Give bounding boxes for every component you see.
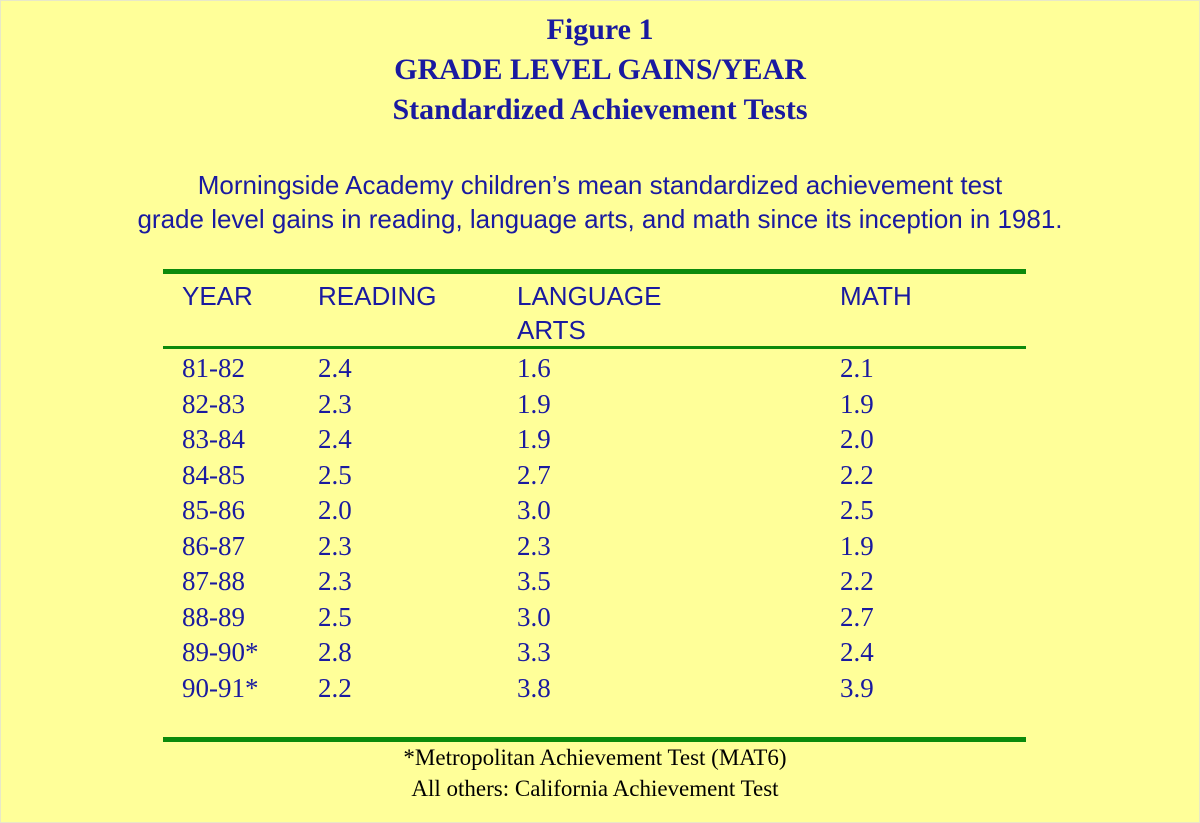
header-language-line-2: ARTS: [517, 315, 586, 345]
cell-reading: 2.3: [318, 566, 352, 596]
cell-year: 87-88: [182, 566, 245, 596]
figure-caption: Morningside Academy children’s mean stan…: [0, 168, 1200, 236]
figure-title: Figure 1: [546, 13, 654, 46]
cell-year: 82-83: [182, 388, 245, 419]
table-body: 81-82 2.4 1.6 2.1 82-83 2.3 1.9 1.9 83-84 2.4 1.9 2…: [0, 351, 1200, 706]
cell-language-arts: 3.5: [517, 566, 551, 596]
cell-language-arts: 1.9: [517, 424, 551, 454]
table-row: 90-91* 2.2 3.8 3.9: [0, 671, 1200, 707]
cell-language-arts: 3.0: [517, 601, 551, 632]
cell-year: 85-86: [182, 495, 245, 525]
table-top-rule: [163, 269, 1026, 274]
figure-subtitle-2: Standardized Achievement Tests: [392, 93, 808, 126]
table-row: 87-88 2.3 3.5 2.2: [0, 564, 1200, 600]
cell-reading: 2.4: [318, 424, 352, 454]
footnote-2: All others: California Achievement Test: [411, 776, 779, 801]
cell-reading: 2.0: [318, 495, 352, 525]
cell-year: 83-84: [182, 424, 245, 454]
cell-reading: 2.8: [318, 637, 352, 667]
cell-year: 89-90*: [182, 637, 259, 667]
table-row: 81-82 2.4 1.6 2.1: [0, 351, 1200, 387]
cell-reading: 2.4: [318, 353, 352, 383]
cell-math: 2.1: [840, 353, 874, 383]
cell-reading: 2.2: [318, 672, 352, 703]
footnote-1: *Metropolitan Achievement Test (MAT6): [403, 745, 787, 770]
cell-year: 88-89: [182, 601, 245, 632]
cell-year: 84-85: [182, 459, 245, 490]
cell-reading: 2.3: [318, 388, 352, 419]
table-row: 85-86 2.0 3.0 2.5: [0, 493, 1200, 529]
table-row: 88-89 2.5 3.0 2.7: [0, 600, 1200, 636]
table-row: 83-84 2.4 1.9 2.0: [0, 422, 1200, 458]
cell-math: 2.2: [840, 566, 874, 596]
header-reading: READING: [318, 281, 437, 311]
table-row: 86-87 2.3 2.3 1.9: [0, 529, 1200, 565]
cell-math: 2.5: [840, 495, 874, 525]
cell-year: 81-82: [182, 353, 245, 383]
cell-reading: 2.5: [318, 601, 352, 632]
cell-language-arts: 3.8: [517, 672, 551, 703]
figure-subtitle-1: GRADE LEVEL GAINS/YEAR: [394, 53, 806, 86]
cell-language-arts: 2.3: [517, 530, 551, 561]
cell-language-arts: 3.0: [517, 495, 551, 525]
table-bottom-rule: [163, 737, 1026, 742]
header-language-line-1: LANGUAGE: [517, 281, 662, 311]
cell-math: 1.9: [840, 530, 874, 561]
caption-line-2: grade level gains in reading, language a…: [137, 204, 1063, 234]
table-header-rule: [163, 346, 1026, 349]
cell-language-arts: 1.6: [517, 353, 551, 383]
cell-math: 2.7: [840, 601, 874, 632]
cell-language-arts: 3.3: [517, 637, 551, 667]
table-row: 84-85 2.5 2.7 2.2: [0, 458, 1200, 494]
cell-math: 1.9: [840, 388, 874, 419]
cell-language-arts: 2.7: [517, 459, 551, 490]
figure-titles: Figure 1 GRADE LEVEL GAINS/YEAR Standard…: [0, 10, 1200, 130]
cell-language-arts: 1.9: [517, 388, 551, 419]
cell-math: 3.9: [840, 672, 874, 703]
header-language-arts: LANGUAGE ARTS: [517, 279, 662, 347]
cell-reading: 2.3: [318, 530, 352, 561]
cell-year: 90-91*: [182, 672, 259, 703]
caption-line-1: Morningside Academy children’s mean stan…: [197, 170, 1003, 200]
header-math: MATH: [840, 281, 912, 311]
header-year: YEAR: [182, 281, 253, 311]
cell-year: 86-87: [182, 530, 245, 561]
table-row: 82-83 2.3 1.9 1.9: [0, 387, 1200, 423]
table-row: 89-90* 2.8 3.3 2.4: [0, 635, 1200, 671]
cell-math: 2.2: [840, 459, 874, 490]
table-footnotes: *Metropolitan Achievement Test (MAT6) Al…: [0, 742, 1190, 804]
cell-math: 2.4: [840, 637, 874, 667]
cell-math: 2.0: [840, 424, 874, 454]
cell-reading: 2.5: [318, 459, 352, 490]
